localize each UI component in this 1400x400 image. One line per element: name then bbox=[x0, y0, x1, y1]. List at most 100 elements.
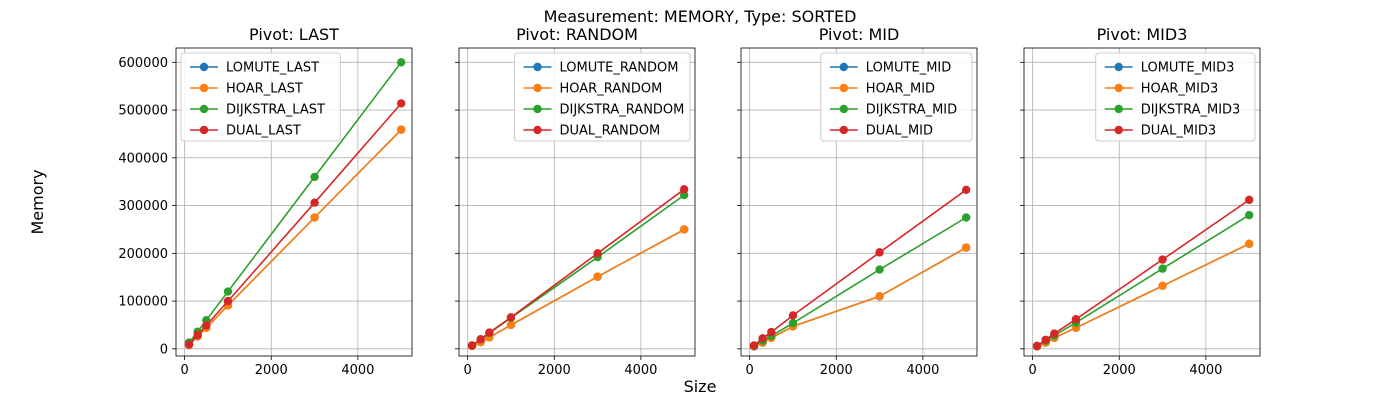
data-point bbox=[875, 248, 884, 257]
legend: LOMUTE_MID3 HOAR_MID3 DIJKSTRA_MID3 DUAL_MI… bbox=[1095, 52, 1256, 142]
data-point bbox=[396, 58, 406, 67]
legend: LOMUTE_MID HOAR_MID DIJKSTRA_MID DUAL_MID bbox=[820, 52, 973, 142]
series-line-dual_mid bbox=[753, 189, 967, 347]
data-point bbox=[1244, 239, 1254, 248]
figure-title: Measurement: MEMORY, Type: SORTED bbox=[544, 7, 857, 26]
data-point bbox=[593, 249, 602, 258]
data-point bbox=[961, 185, 971, 195]
y-tick-label: 300000 bbox=[118, 199, 168, 214]
legend-label: DUAL_MID bbox=[866, 124, 933, 139]
data-point bbox=[184, 340, 194, 349]
series-line-lomute_mid bbox=[753, 246, 967, 348]
panel-4: Pivot: MID3 0 2000 4000 LOMUTE_MID3 HOAR_MID3… bbox=[1020, 25, 1261, 378]
data-point bbox=[1032, 341, 1042, 351]
data-point bbox=[506, 320, 516, 330]
data-point bbox=[476, 335, 485, 344]
data-point bbox=[223, 296, 233, 306]
x-tick-label: 2000 bbox=[820, 363, 853, 378]
legend-label: DIJKSTRA_MID3 bbox=[1141, 103, 1241, 118]
x-tick-label: 0 bbox=[181, 363, 189, 378]
legend-box bbox=[820, 52, 973, 142]
series-line-dijkstra_mid bbox=[753, 216, 967, 347]
legend-label: HOAR_RANDOM bbox=[560, 82, 663, 97]
legend-swatch-marker bbox=[1114, 125, 1123, 135]
x-tick-label: 2000 bbox=[1103, 363, 1136, 378]
panel-title: Pivot: MID bbox=[819, 25, 900, 44]
legend-label: LOMUTE_LAST bbox=[226, 61, 319, 76]
data-point bbox=[961, 243, 971, 252]
series-line-hoar_last bbox=[188, 129, 402, 346]
data-point bbox=[1158, 255, 1167, 264]
legend-swatch-marker bbox=[533, 104, 542, 114]
y-tick-label: 0 bbox=[160, 342, 168, 357]
axes-frame bbox=[175, 47, 413, 357]
series-line-hoar_mid bbox=[753, 246, 967, 348]
data-point bbox=[310, 213, 319, 222]
panel-1: Pivot: LAST 0 2000 4000 0 100000 200000 300000 4… bbox=[118, 25, 413, 378]
y-tick-label: 400000 bbox=[118, 151, 168, 166]
legend-label: HOAR_MID3 bbox=[1141, 82, 1219, 97]
legend-swatch-marker bbox=[1114, 83, 1123, 93]
x-tick-label: 0 bbox=[746, 363, 754, 378]
data-point bbox=[679, 225, 689, 234]
data-point bbox=[788, 311, 798, 320]
data-point bbox=[193, 330, 202, 340]
legend-swatch-marker bbox=[199, 125, 209, 135]
y-tick-label: 600000 bbox=[118, 56, 168, 71]
y-tick-label: 500000 bbox=[118, 104, 168, 119]
panel-3: Pivot: MID 0 2000 4000 LOMUTE_MID HOAR_MID DIJ… bbox=[737, 25, 978, 378]
legend-box bbox=[180, 52, 341, 142]
data-point bbox=[875, 265, 884, 274]
data-point bbox=[1050, 329, 1059, 338]
data-point bbox=[310, 198, 319, 207]
data-point bbox=[875, 292, 884, 301]
y-tick-label: 100000 bbox=[118, 295, 168, 310]
legend-swatch-marker bbox=[533, 62, 542, 72]
legend-swatch-marker bbox=[1114, 62, 1123, 72]
data-point bbox=[1244, 195, 1254, 205]
legend-label: LOMUTE_RANDOM bbox=[560, 61, 679, 76]
data-point bbox=[467, 341, 477, 350]
legend-swatch-marker bbox=[199, 104, 209, 114]
x-tick-label: 4000 bbox=[624, 363, 657, 378]
data-point bbox=[1158, 264, 1167, 273]
data-point bbox=[310, 172, 319, 182]
legend-swatch-marker bbox=[533, 83, 542, 93]
data-point bbox=[485, 328, 494, 337]
legend-label: DIJKSTRA_LAST bbox=[226, 103, 325, 118]
panel-2: Pivot: RANDOM 0 2000 4000 LOMUTE_RANDOM HOAR_… bbox=[455, 25, 696, 378]
axes-frame bbox=[1023, 47, 1261, 357]
legend-swatch-marker bbox=[199, 83, 209, 93]
data-point bbox=[788, 318, 798, 328]
data-point bbox=[961, 213, 971, 222]
x-tick-label: 0 bbox=[464, 363, 472, 378]
data-point bbox=[679, 185, 689, 194]
legend-swatch-marker bbox=[533, 125, 542, 135]
data-point bbox=[593, 272, 602, 281]
legend-swatch-marker bbox=[839, 104, 848, 114]
x-tick-label: 0 bbox=[1029, 363, 1037, 378]
axes-frame bbox=[740, 47, 978, 357]
series-line-hoar_mid3 bbox=[1036, 243, 1250, 348]
x-tick-label: 4000 bbox=[341, 363, 374, 378]
legend-label: DUAL_LAST bbox=[226, 124, 301, 139]
panel-title: Pivot: MID3 bbox=[1097, 25, 1188, 44]
x-tick-label: 2000 bbox=[255, 363, 288, 378]
legend-label: DIJKSTRA_RANDOM bbox=[560, 103, 685, 118]
legend-label: DUAL_RANDOM bbox=[560, 124, 661, 139]
series-line-dual_mid3 bbox=[1036, 199, 1250, 347]
legend-swatch-marker bbox=[839, 83, 848, 93]
y-tick-label: 200000 bbox=[118, 247, 168, 262]
x-axis-label: Size bbox=[684, 377, 717, 396]
series-line-dual_random bbox=[471, 188, 685, 347]
data-point bbox=[1244, 210, 1254, 220]
series-line-dijkstra_mid3 bbox=[1036, 214, 1250, 347]
data-point bbox=[1158, 281, 1167, 291]
legend-label: DIJKSTRA_MID bbox=[866, 103, 957, 118]
data-point bbox=[749, 341, 759, 350]
x-tick-label: 4000 bbox=[1189, 363, 1222, 378]
legend-label: HOAR_MID bbox=[866, 82, 935, 97]
data-point bbox=[396, 99, 406, 108]
legend-label: HOAR_LAST bbox=[226, 82, 303, 97]
